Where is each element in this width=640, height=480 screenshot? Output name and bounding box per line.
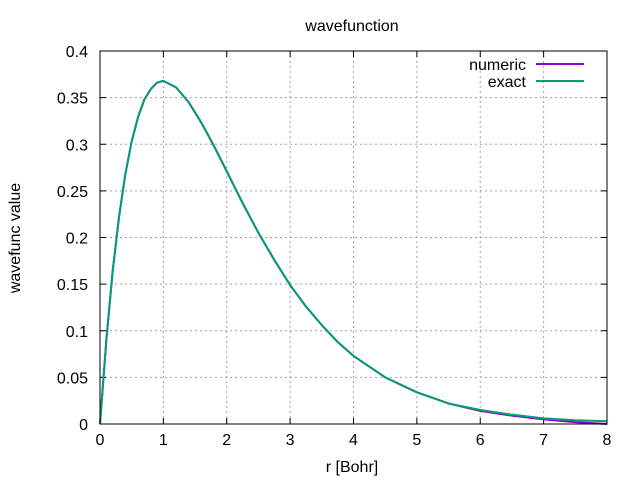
x-tick-label: 2 [222, 432, 231, 449]
series-line-exact [99, 79, 608, 425]
x-tick-label: 1 [159, 432, 168, 449]
y-tick-label: 0.4 [66, 44, 88, 61]
y-tick-label: 0.1 [66, 324, 88, 341]
y-tick-label: 0.2 [66, 231, 88, 248]
y-tick-label: 0.15 [57, 277, 88, 294]
y-tick-label: 0.25 [57, 184, 88, 201]
x-axis-label: r [Bohr] [326, 459, 378, 476]
x-tick-label: 6 [476, 432, 485, 449]
x-tick-label: 4 [349, 432, 358, 449]
x-tick-label: 7 [539, 432, 548, 449]
y-axis-label: wavefunc value [7, 183, 24, 294]
legend: numeric exact [469, 57, 584, 91]
x-tick-label: 5 [412, 432, 421, 449]
y-tick-label: 0.3 [66, 137, 88, 154]
labels-layer: 0 1 2 3 4 5 6 7 8 0 0.05 0.1 0.15 0.2 0.25 0.3 0.35 0.4 [57, 44, 612, 449]
series-layer [99, 79, 608, 425]
x-tick-label: 0 [96, 432, 105, 449]
y-tick-label: 0.35 [57, 91, 88, 108]
plot-frame [99, 50, 608, 425]
grid-layer [100, 51, 607, 424]
legend-label-exact: exact [488, 74, 527, 91]
y-tick-label: 0.05 [57, 370, 88, 387]
legend-label-numeric: numeric [469, 57, 526, 74]
chart-title: wavefunction [304, 18, 398, 35]
x-tick-label: 3 [286, 432, 295, 449]
y-tick-label: 0 [79, 417, 88, 434]
x-tick-label: 8 [603, 432, 612, 449]
